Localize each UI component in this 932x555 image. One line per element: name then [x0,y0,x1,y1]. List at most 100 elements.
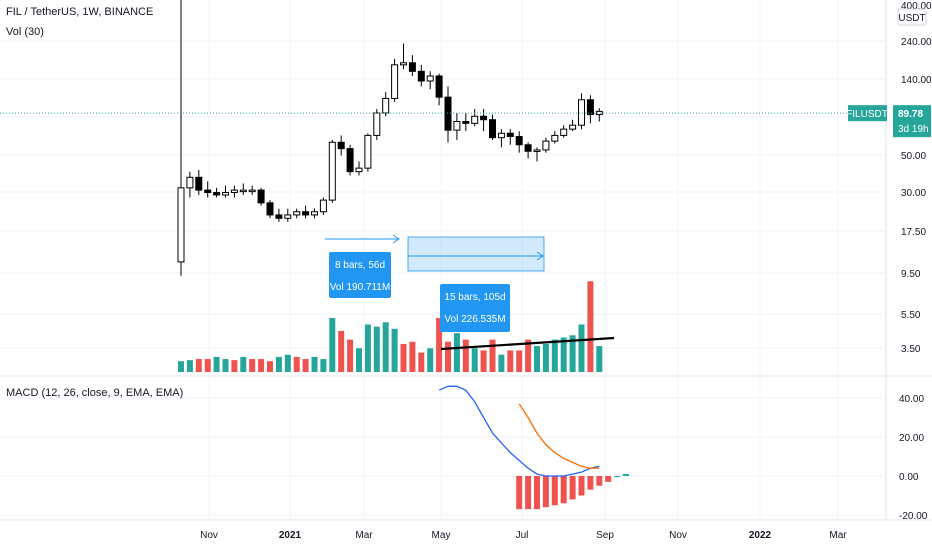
candle-down [506,132,514,138]
macd-layer [438,385,629,510]
time-tick-label: Sep [596,530,614,541]
time-tick-label: Mar [355,530,373,541]
candle-up [400,62,407,66]
candle-down [346,148,354,173]
axis-layer: 400.00 240.00 140.00 50.00 30.00 17.50 9.50 5.5… [200,1,932,541]
candle-up [471,115,479,124]
candle-up [186,176,194,189]
candle-up [453,120,461,131]
macd-histogram-bar [614,476,621,477]
volume-bar [507,350,514,372]
macd-histogram-bar [596,476,603,486]
volume-bar [400,343,407,372]
volume-bar [275,356,282,372]
candle-down [480,115,488,121]
volume-bar [364,324,371,372]
candle-up [578,99,585,126]
volume-trendline [440,336,615,351]
candle-layer [0,0,886,276]
volume-bar [542,343,549,372]
measure-bars-1: 8 bars, 56d [335,260,385,271]
candle-up [533,149,541,152]
macd-tick-label: 0.00 [899,472,919,483]
volume-bar [560,337,567,372]
volume-bar [489,339,496,372]
volume-bar [418,352,425,372]
volume-bar [249,359,256,372]
price-tick-label: 140.00 [901,75,932,86]
price-tag-countdown: 3d 19h [898,124,929,135]
arrow-head-icon [536,251,544,261]
candle-up [373,112,381,136]
macd-histogram-bar [605,476,612,482]
macd-histogram-bar [569,476,576,500]
candle-up [551,134,559,142]
candle-down [417,70,425,82]
measure-volume-1: Vol 190.711M [330,282,390,293]
measure-label-box-1 [329,252,391,298]
volume-bar [445,341,451,372]
price-tag-value: 89.78 [898,109,923,120]
symbol-legend[interactable]: FIL / TetherUS, 1W, BINANCE [6,6,153,18]
candle-down [408,62,416,72]
time-tick-label: Nov [669,530,687,541]
volume-bar [338,330,345,372]
candle-up [230,189,238,193]
volume-bar [204,359,211,372]
macd-histogram-bar [560,476,567,504]
candle-down [266,202,274,216]
price-tick-label: 30.00 [901,188,926,199]
candle-up [426,75,434,82]
candle-up [248,189,256,193]
candle-up [311,211,318,216]
candle-down [586,99,594,116]
candle-up [497,132,505,139]
volume-bar [373,326,380,372]
volume-bar [284,354,291,372]
volume-bar [391,328,398,372]
candle-down [204,189,212,193]
candle-down [213,191,221,196]
candle-up [382,97,390,114]
volume-bar [471,348,478,372]
volume-bar [453,333,460,372]
macd-legend[interactable]: MACD (12, 26, close, 9, EMA, EMA) [6,387,183,399]
volume-legend[interactable]: Vol (30) [6,26,44,38]
time-tick-label: 2022 [749,530,772,541]
volume-bar [213,356,220,372]
candle-down [302,211,310,216]
macd-histogram-bar [623,474,629,476]
volume-bar [356,348,362,372]
macd-tick-label: 20.00 [899,433,924,444]
candle-up [293,211,301,216]
volume-bar [329,318,336,372]
time-tick-label: May [432,530,451,541]
volume-layer [178,281,603,372]
macd-histogram-bar [551,476,558,506]
price-tick-label: 240.00 [901,37,932,48]
price-tick-label: 400.00 [901,1,932,12]
candle-up [355,167,363,173]
currency-label: USDT [898,13,925,24]
volume-bar [569,335,576,372]
candle-up [284,214,292,219]
macd-histogram-bar [578,476,585,496]
grid-layer [0,0,932,521]
volume-bar [302,359,309,372]
candle-up [364,134,372,169]
candle-up [328,141,336,201]
macd-histogram-bar [525,476,532,510]
candle-up [595,110,603,116]
price-tick-label: 50.00 [901,151,926,162]
volume-bar [195,359,202,372]
volume-bar [409,341,416,372]
symbol-tag-label: FILUSDT [846,109,888,120]
price-tick-label: 3.50 [901,344,921,355]
candle-down [337,141,345,150]
candle-up [560,128,568,136]
price-tag [893,105,931,138]
volume-bar [578,324,585,372]
candle-up [391,64,399,99]
